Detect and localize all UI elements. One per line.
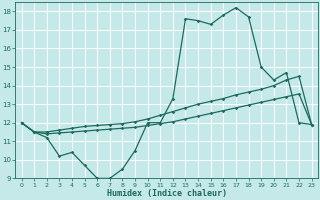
- X-axis label: Humidex (Indice chaleur): Humidex (Indice chaleur): [107, 189, 227, 198]
